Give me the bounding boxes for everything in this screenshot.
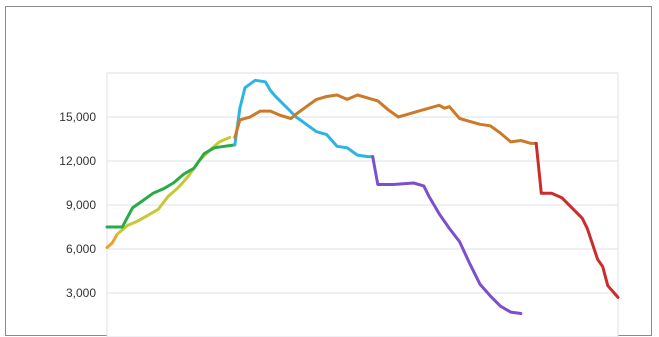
y-tick-label: 12,000 xyxy=(59,154,96,168)
y-axis-ticks: 3,000 6,000 9,000 12,000 15,000 xyxy=(59,110,96,300)
series-line-5 xyxy=(371,155,523,315)
gridlines xyxy=(107,116,618,294)
y-tick-label: 6,000 xyxy=(66,242,96,256)
series-line-1 xyxy=(105,232,119,249)
y-tick-label: 9,000 xyxy=(66,198,96,212)
chart-frame: 3,000 6,000 9,000 12,000 15,000 xyxy=(5,6,652,337)
line-chart: 3,000 6,000 9,000 12,000 15,000 xyxy=(59,72,620,337)
series-line-7 xyxy=(534,141,620,299)
series-lines xyxy=(105,78,620,315)
series-line-3 xyxy=(105,143,237,229)
series-line-6 xyxy=(233,93,538,145)
y-tick-label: 15,000 xyxy=(59,110,96,124)
y-tick-label: 3,000 xyxy=(66,286,96,300)
series-line-4 xyxy=(233,78,375,159)
